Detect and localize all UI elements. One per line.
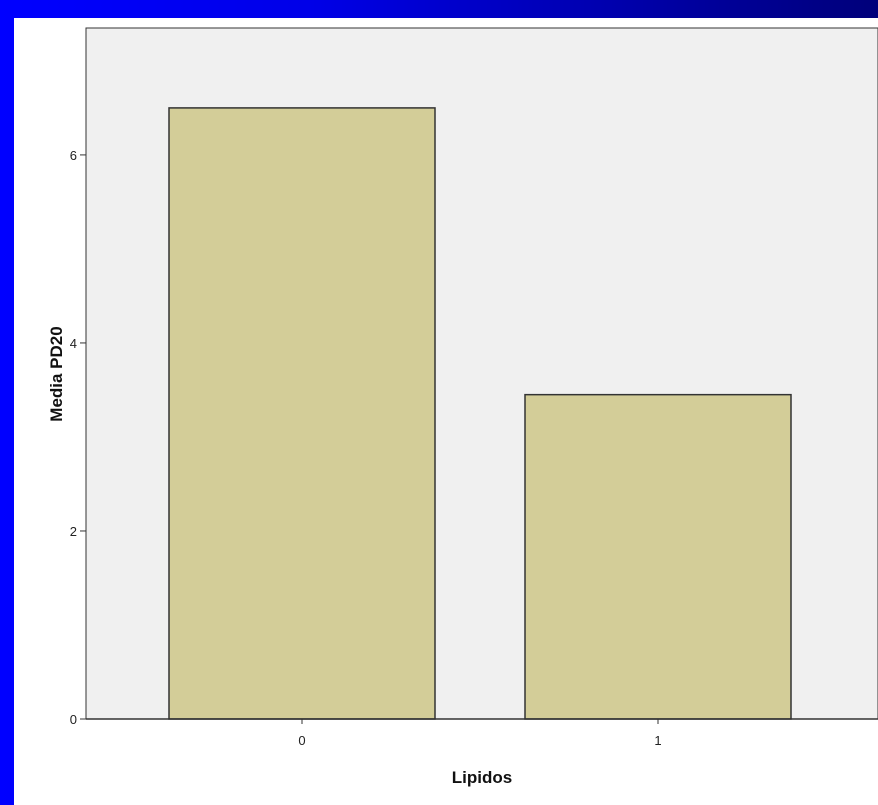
x-tick-label-1: 1: [654, 733, 661, 748]
bar-0: [168, 107, 436, 720]
y-tick-label-6: 6: [70, 148, 77, 163]
y-tick-label-4: 4: [70, 336, 77, 351]
y-tick-label-2: 2: [70, 524, 77, 539]
y-axis-ticks: 0 2 4 6: [70, 148, 86, 727]
x-axis-title: Lipidos: [452, 768, 512, 787]
x-tick-label-0: 0: [298, 733, 305, 748]
y-axis-title: Media PD20: [47, 326, 66, 421]
bars-group: [168, 107, 792, 720]
bar-1: [524, 393, 792, 720]
y-tick-label-0: 0: [70, 712, 77, 727]
